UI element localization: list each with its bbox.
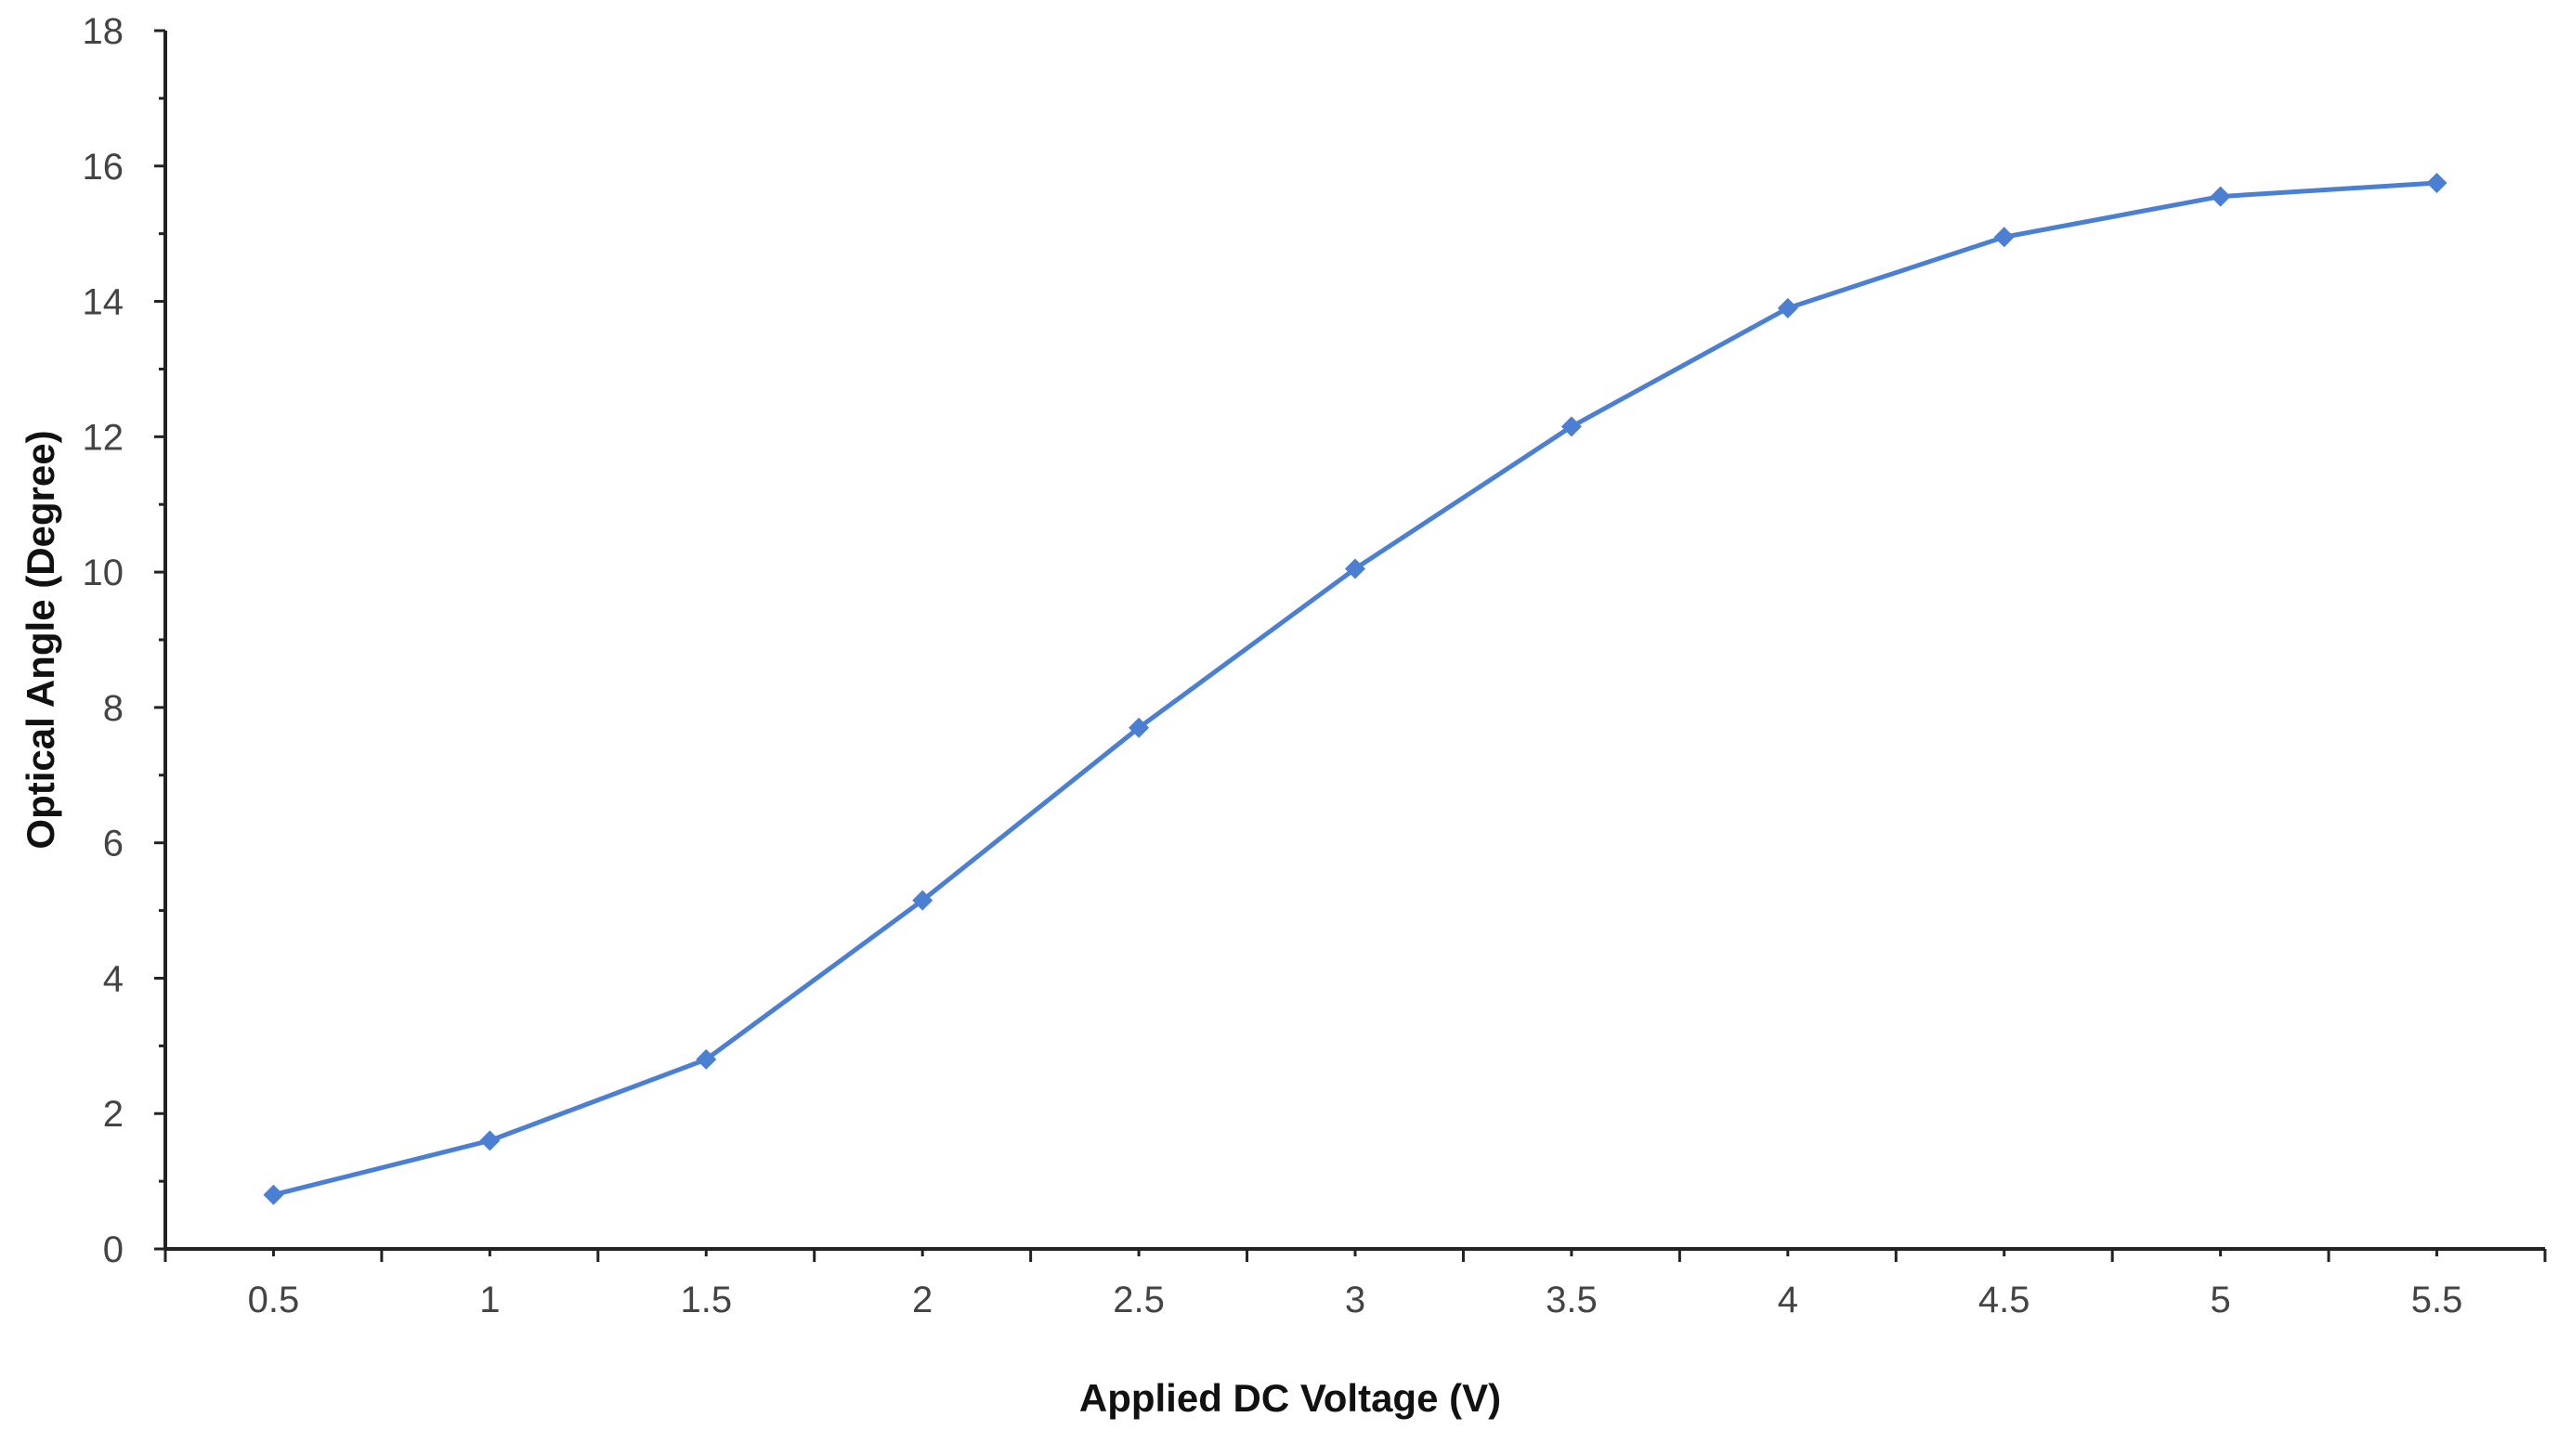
y-tick-label: 16: [83, 147, 124, 188]
y-tick-label: 0: [103, 1229, 124, 1270]
series-line: [270, 180, 2440, 1198]
data-point-marker: [2210, 186, 2231, 207]
x-tick-label: 4.5: [1978, 1280, 2030, 1320]
x-tick-label: 5.5: [2411, 1280, 2463, 1320]
x-axis: 0.5 1 1.5 2 2.5 3 3.5 4 4.5 5 5.5: [163, 1247, 2547, 1320]
x-tick-label: 3.5: [1546, 1280, 1598, 1320]
y-tick-label: 12: [83, 417, 124, 458]
x-tick-label: 4: [1778, 1280, 1798, 1320]
y-tick-label: 6: [103, 824, 124, 864]
x-tick-label: 2: [912, 1280, 933, 1320]
data-point-marker: [1345, 558, 1365, 579]
y-axis: 0 2 4 6 8 10 12 14 16 18: [83, 11, 167, 1270]
y-tick-label: 4: [103, 958, 124, 999]
series-area: [263, 173, 2447, 1205]
data-point-marker: [1777, 297, 1798, 318]
x-tick-label: 5: [2211, 1280, 2231, 1320]
y-tick-label: 8: [103, 688, 124, 729]
x-tick-label: 1: [479, 1280, 500, 1320]
x-axis-title: Applied DC Voltage (V): [1079, 1376, 1501, 1420]
y-tick-label: 2: [103, 1094, 124, 1135]
x-tick-label: 1.5: [680, 1280, 732, 1320]
x-tick-label: 3: [1345, 1280, 1365, 1320]
y-tick-label: 18: [83, 11, 124, 52]
data-point-marker: [912, 890, 933, 911]
data-point-marker: [479, 1130, 501, 1151]
x-tick-label: 0.5: [248, 1280, 300, 1320]
data-point-marker: [1560, 416, 1582, 437]
data-point-marker: [1993, 227, 2015, 248]
y-axis-title: Optical Angle (Degree): [19, 430, 62, 849]
y-tick-label: 10: [83, 552, 124, 593]
x-tick-label: 2.5: [1113, 1280, 1165, 1320]
data-point-marker: [263, 1184, 284, 1205]
y-tick-label: 14: [83, 282, 124, 323]
data-point-marker: [696, 1048, 717, 1070]
data-point-marker: [1129, 717, 1150, 738]
data-point-marker: [2426, 173, 2447, 193]
